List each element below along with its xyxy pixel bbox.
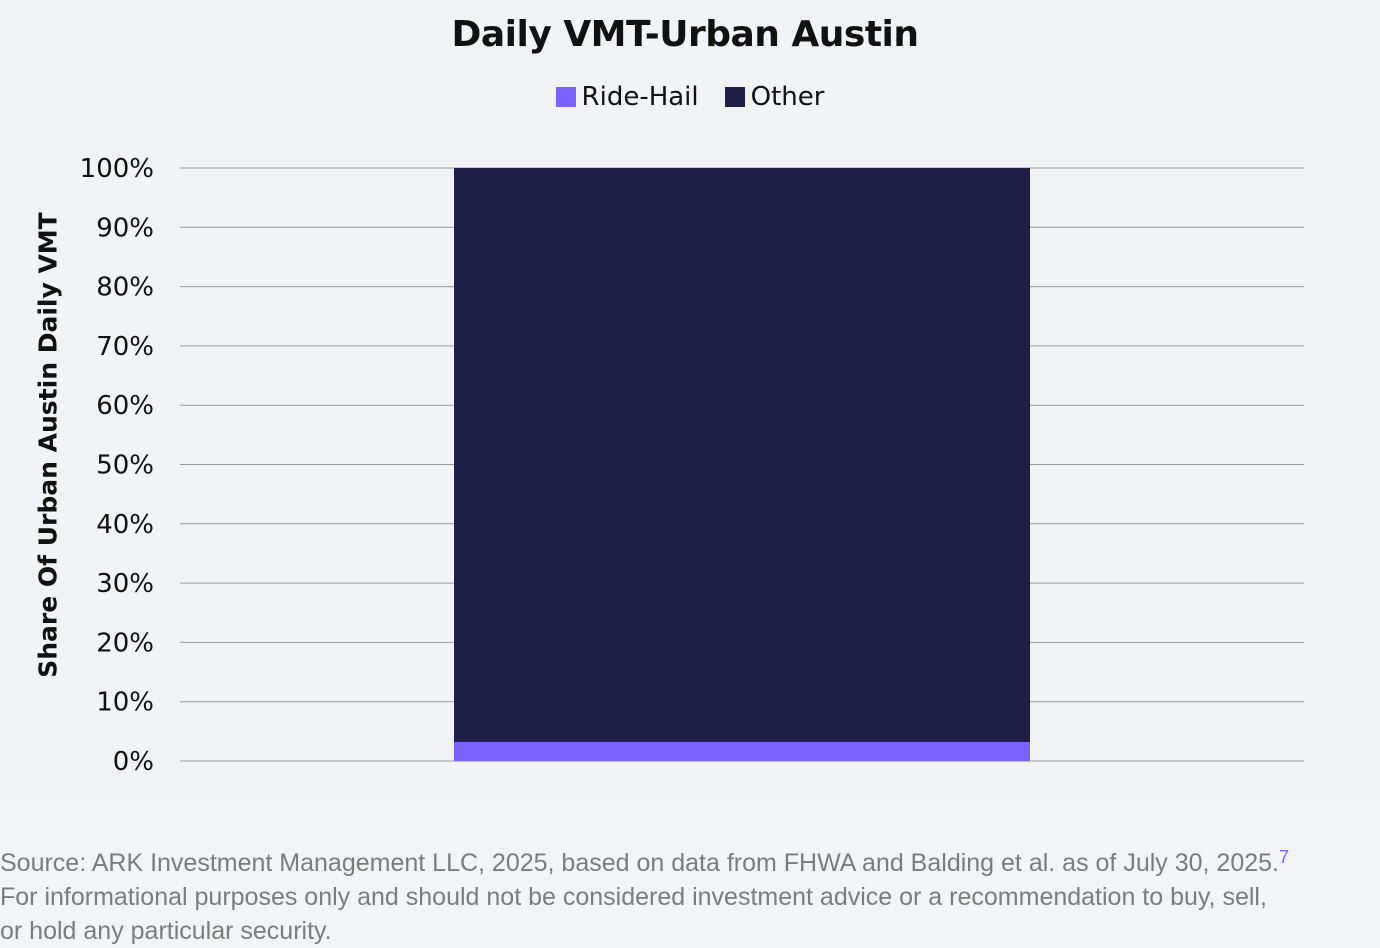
legend-swatch-other bbox=[724, 87, 745, 107]
legend-label-ride-hail: Ride-Hail bbox=[581, 82, 699, 112]
chart-title: Daily VMT-Urban Austin bbox=[451, 14, 919, 55]
y-tick-label: 0% bbox=[113, 747, 154, 777]
chart-area: Daily VMT-Urban Austin Ride-Hail Other S… bbox=[0, 14, 1380, 777]
bar-segment-other bbox=[454, 168, 1030, 743]
legend-swatch-ride-hail bbox=[555, 87, 576, 107]
y-tick-label: 20% bbox=[96, 628, 154, 658]
y-tick-label: 80% bbox=[96, 273, 154, 303]
source-line: Source: ARK Investment Management LLC, 2… bbox=[0, 847, 1289, 877]
y-tick-label: 70% bbox=[96, 332, 154, 362]
disclaimer-line-1: For informational purposes only and shou… bbox=[0, 883, 1267, 911]
disclaimer-line-2: or hold any particular security. bbox=[0, 917, 332, 945]
bar-segment-ride-hail bbox=[454, 742, 1030, 761]
y-tick-label: 10% bbox=[96, 688, 154, 718]
source-footer: Source: ARK Investment Management LLC, 2… bbox=[0, 840, 1380, 948]
legend: Ride-Hail Other bbox=[0, 82, 1380, 112]
y-tick-label: 50% bbox=[96, 451, 154, 481]
footnote-mark: 7 bbox=[1278, 847, 1289, 867]
legend-item-other: Other bbox=[724, 82, 825, 112]
plot-svg: 0% 10% 20% 30% 40% 50% 60% 70% 80% 90% 100% bbox=[80, 154, 1304, 777]
y-tick-label: 90% bbox=[96, 213, 154, 243]
y-tick-label: 100% bbox=[80, 154, 154, 184]
y-tick-label: 30% bbox=[96, 569, 154, 599]
legend-label-other: Other bbox=[750, 82, 825, 112]
y-tick-label: 60% bbox=[96, 391, 154, 421]
legend-item-ride-hail: Ride-Hail bbox=[555, 82, 699, 112]
y-tick-label: 40% bbox=[96, 510, 154, 540]
